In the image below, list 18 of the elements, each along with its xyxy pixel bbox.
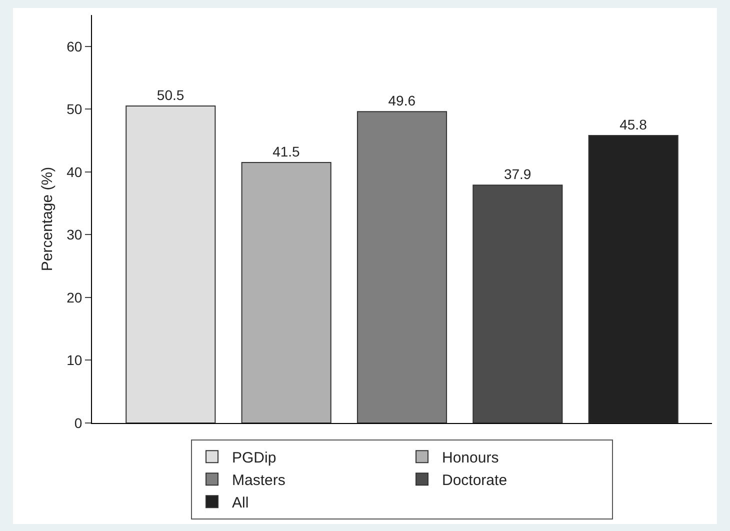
y-tick-label: 30 <box>66 226 82 243</box>
data-label: 50.5 <box>156 87 184 104</box>
y-tick-label: 50 <box>66 101 82 118</box>
legend-label: PGDip <box>232 449 276 466</box>
y-tick-label: 20 <box>66 289 82 306</box>
y-tick-label: 60 <box>66 38 82 54</box>
y-tick-label: 40 <box>66 164 82 180</box>
data-label: 49.6 <box>388 92 416 109</box>
legend-label: Honours <box>442 449 499 466</box>
y-tick-label: 0 <box>74 414 82 431</box>
y-tick-label: 10 <box>66 352 82 368</box>
legend-label: All <box>232 494 249 512</box>
data-label: 37.9 <box>504 166 532 182</box>
data-label: 45.8 <box>620 116 648 133</box>
legend-label: Masters <box>232 472 286 489</box>
data-label: 41.5 <box>272 144 300 160</box>
y-axis-title: Percentage (%) <box>38 166 56 272</box>
legend-label: Doctorate <box>442 472 508 489</box>
